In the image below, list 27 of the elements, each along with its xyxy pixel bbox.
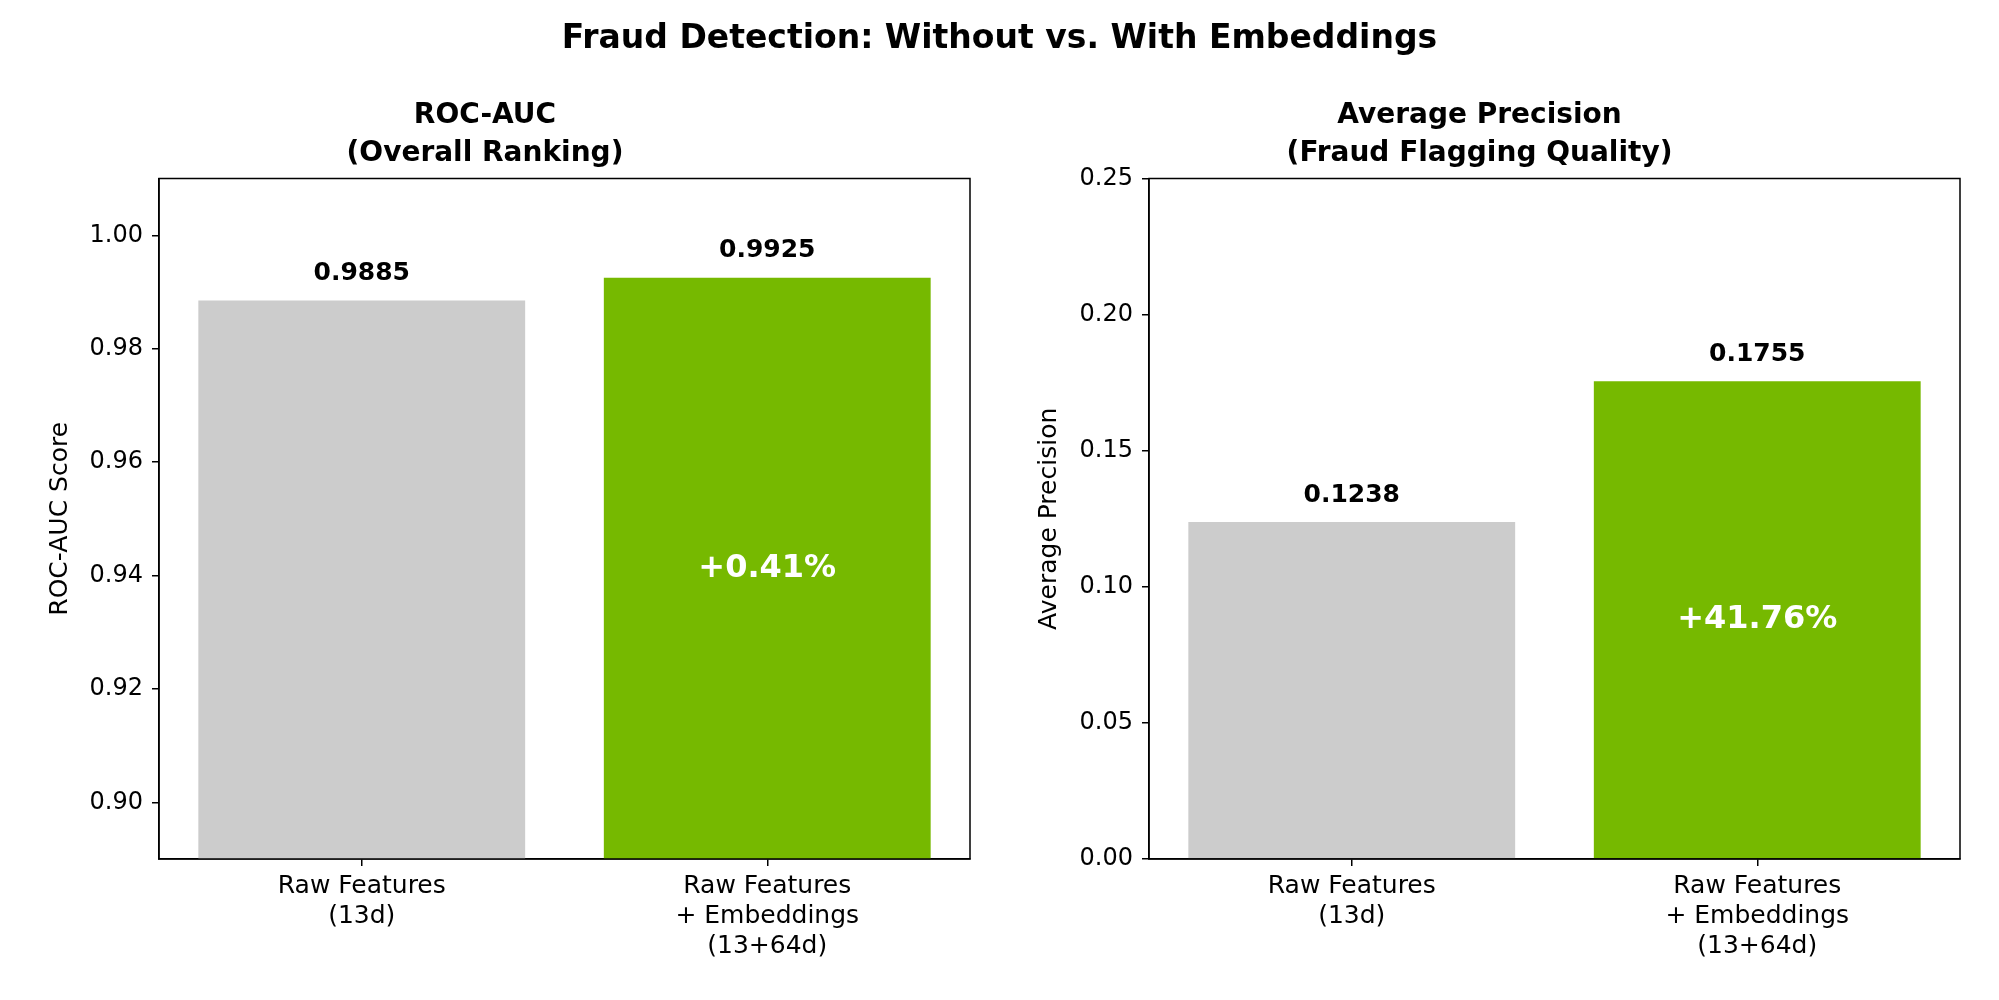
x-tick-label: Raw Features (13d) bbox=[1267, 869, 1436, 929]
chart-title: ROC-AUC (Overall Ranking) bbox=[346, 97, 624, 168]
annotation: +41.76% bbox=[1677, 598, 1838, 637]
y-tick-label: 0.96 bbox=[89, 446, 143, 475]
y-tick-label: 0.98 bbox=[89, 332, 143, 361]
y-tick-label: 0.05 bbox=[1079, 707, 1133, 736]
chart-title: Average Precision (Fraud Flagging Quality) bbox=[1286, 97, 1673, 168]
y-axis-title: Average Precision bbox=[1032, 407, 1062, 630]
y-tick-label: 0.15 bbox=[1079, 434, 1133, 463]
y-tick-label: 0.00 bbox=[1079, 843, 1133, 872]
y-tick-label: 0.25 bbox=[1079, 162, 1133, 191]
y-tick-label: 0.90 bbox=[89, 786, 143, 815]
text: Fraud Detection: Without vs. With Embeddings bbox=[560, 17, 1439, 57]
data-label: 0.9925 bbox=[719, 234, 816, 264]
annotation: +0.41% bbox=[698, 546, 837, 585]
x-tick-label: Raw Features + Embeddings (13+64d) bbox=[675, 869, 860, 959]
y-axis-title: ROC-AUC Score bbox=[43, 421, 73, 616]
data-label: 0.1755 bbox=[1709, 337, 1806, 367]
y-tick-label: 0.92 bbox=[89, 673, 143, 702]
y-tick-label: 0.10 bbox=[1079, 571, 1133, 600]
y-tick-label: 0.94 bbox=[89, 559, 143, 588]
x-tick-label: Raw Features (13d) bbox=[277, 869, 446, 929]
y-tick-label: 0.20 bbox=[1079, 298, 1133, 327]
y-tick-label: 1.00 bbox=[89, 219, 143, 248]
data-label: 0.9885 bbox=[313, 257, 410, 287]
data-label: 0.1238 bbox=[1303, 478, 1400, 508]
x-tick-label: Raw Features + Embeddings (13+64d) bbox=[1665, 869, 1850, 959]
